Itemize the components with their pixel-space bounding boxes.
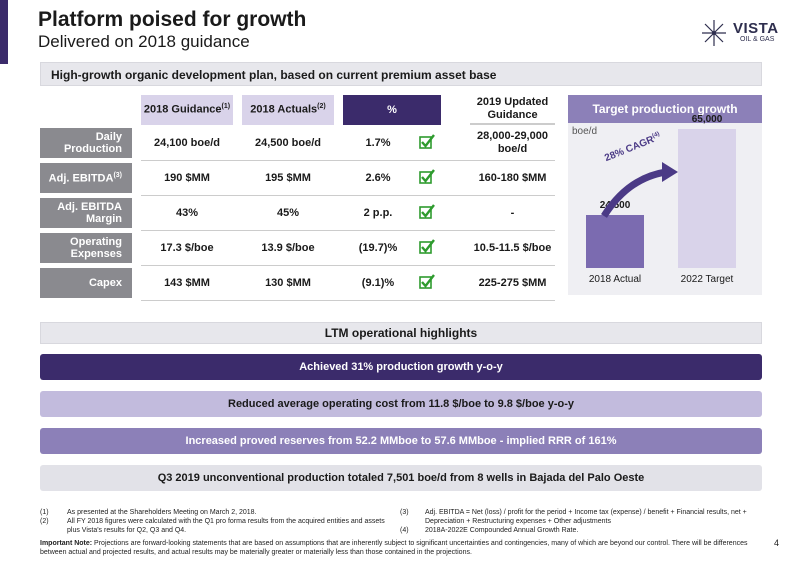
cell-pct: (19.7)% [343,233,413,263]
check-icon [419,274,435,290]
accent-bar [0,0,8,64]
cell-guidance: 24,100 boe/d [141,128,233,158]
check-icon [419,204,435,220]
row-label: Adj. EBITDA Margin [40,198,132,228]
cell-pct: 1.7% [343,128,413,158]
footnote-number: (2) [40,518,49,525]
highlights-header: LTM operational highlights [40,322,762,344]
footnote-text: All FY 2018 figures were calculated with… [67,518,385,534]
cell-updated: - [470,198,555,228]
chart-title: Target production growth [568,95,762,123]
chart-bar [678,129,736,268]
row-label: Operating Expenses [40,233,132,263]
cell-updated: 225-275 $MM [470,268,555,298]
row-label: Adj. EBITDA(3) [40,163,132,193]
footnote-text: Adj. EBITDA = Net (loss) / profit for th… [425,509,747,525]
cell-actuals: 13.9 $/boe [242,233,334,263]
chart-bar [586,215,644,268]
chart-unit-label: boe/d [572,126,598,137]
page-subtitle: Delivered on 2018 guidance [38,32,250,51]
highlight-item: Q3 2019 unconventional production totale… [40,465,762,491]
footnote-text: 2018A-2022E Compounded Annual Growth Rat… [425,527,579,534]
footnote-text: As presented at the Shareholders Meeting… [67,509,257,516]
chart-category-label: 2022 Target [680,274,734,285]
row-divider [141,195,555,196]
row-label: Daily Production [40,128,132,158]
col-header-actuals: 2018 Actuals(2) [242,95,334,125]
highlight-item: Achieved 31% production growth y-o-y [40,354,762,380]
logo-subtext: OIL & GAS [740,36,775,43]
cell-guidance: 190 $MM [141,163,233,193]
growth-arrow-icon [601,162,678,218]
logo-text: VISTA [733,20,779,37]
chart-bar-value-label: 65,000 [691,114,723,125]
cell-guidance: 17.3 $/boe [141,233,233,263]
cell-guidance: 143 $MM [141,268,233,298]
highlight-item: Reduced average operating cost from 11.8… [40,391,762,417]
important-note: Important Note: Projections are forward-… [40,540,748,556]
footnote-number: (4) [400,527,409,534]
row-divider [141,265,555,266]
cell-guidance: 43% [141,198,233,228]
page-title: Platform poised for growth [38,8,307,31]
check-icon [419,239,435,255]
check-icon [419,134,435,150]
row-divider [141,230,555,231]
cell-actuals: 195 $MM [242,163,334,193]
col-header-guidance: 2018 Guidance(1) [141,95,233,125]
check-icon [419,169,435,185]
cell-pct: (9.1)% [343,268,413,298]
cell-updated: 160-180 $MM [470,163,555,193]
highlight-item: Increased proved reserves from 52.2 MMbo… [40,428,762,454]
chart-category-label: 2018 Actual [588,274,642,285]
row-label: Capex [40,268,132,298]
cell-pct: 2 p.p. [343,198,413,228]
cell-actuals: 24,500 boe/d [242,128,334,158]
cell-pct: 2.6% [343,163,413,193]
page-number: 4 [774,538,780,548]
footnote-number: (3) [400,509,409,516]
cell-actuals: 130 $MM [242,268,334,298]
col-header-updated: 2019 Updated Guidance [470,95,555,125]
cell-actuals: 45% [242,198,334,228]
row-divider [141,300,555,301]
cell-updated: 10.5-11.5 $/boe [470,233,555,263]
cell-updated: 28,000-29,000 boe/d [470,128,555,158]
plan-banner: High-growth organic development plan, ba… [40,62,762,86]
col-header-pct: % [343,95,441,125]
row-divider [141,160,555,161]
footnote-number: (1) [40,509,49,516]
vista-logo-icon [702,20,726,46]
